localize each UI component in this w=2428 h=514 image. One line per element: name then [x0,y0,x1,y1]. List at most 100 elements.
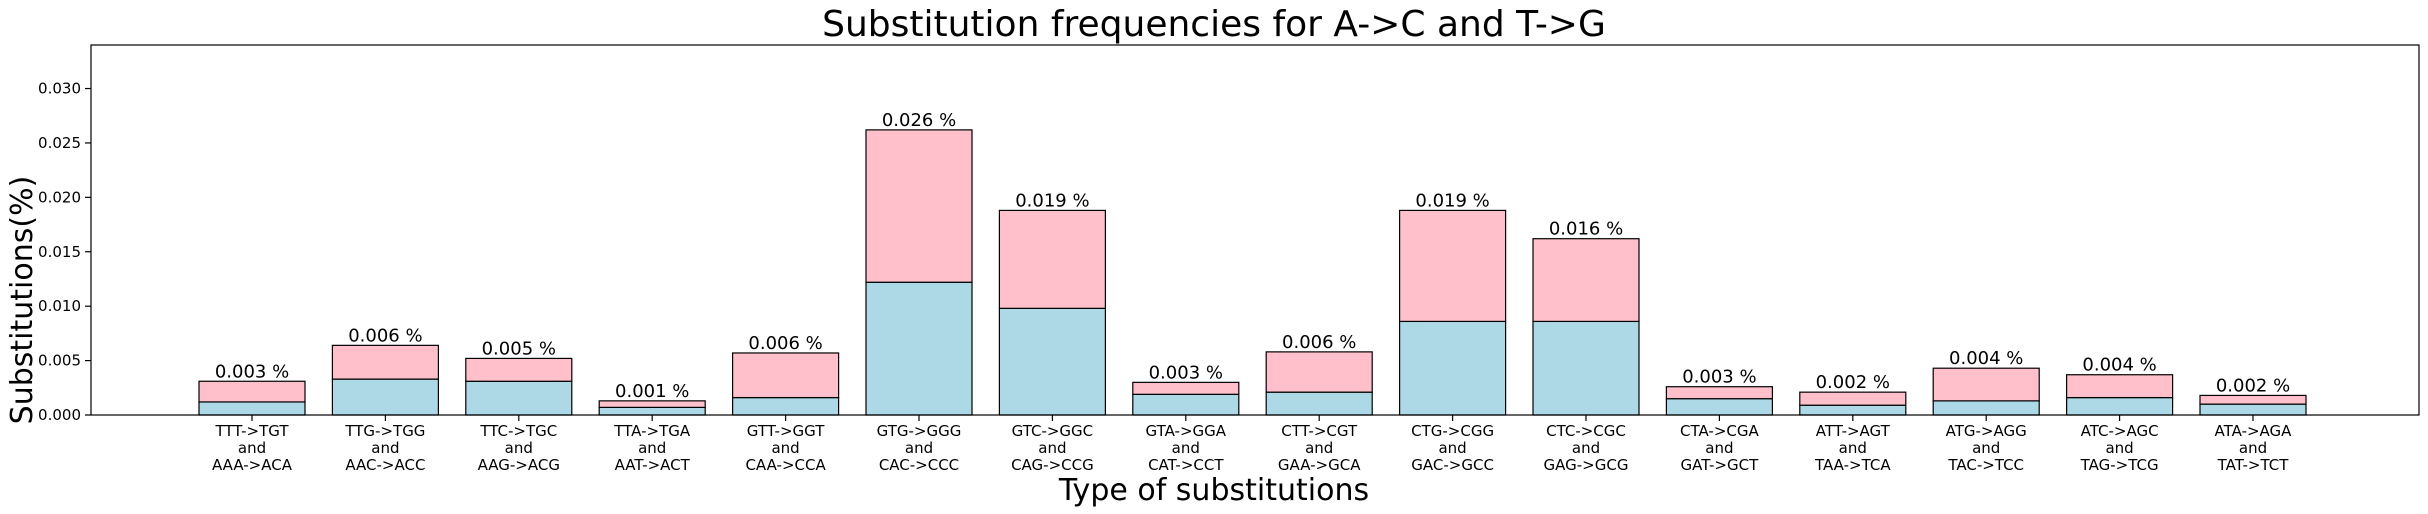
x-tick-label: TTC->TGC [479,422,557,440]
y-tick-label: 0.030 [38,80,81,98]
x-tick-label: ATC->AGC [2081,422,2159,440]
bar-segment-series-2 [1665,386,1774,400]
plot-frame [90,44,2420,416]
bar-value-label: 0.016 % [1549,219,1623,240]
x-tick-label: GAT->GCT [1681,456,1760,474]
x-tick-label: and [2239,439,2267,457]
x-tick-label: and [1839,439,1867,457]
x-tick-label: AAC->ACC [345,456,425,474]
bar-segment-series-1 [465,380,573,416]
x-tick-label: GTC->GGC [1012,422,1094,440]
bar-segment-series-2 [865,129,973,283]
chart-title: Substitution frequencies for A->C and T-… [822,4,1606,45]
bar-segment-series-2 [1132,381,1240,395]
bar-value-label: 0.001 % [615,381,689,402]
bar-segment-series-2 [1265,351,1373,393]
bar-value-label: 0.006 % [348,325,422,346]
x-tick-label: GTA->GGA [1146,422,1227,440]
x-tick-label: GAG->GCG [1544,456,1629,474]
bar-segment-series-2 [598,400,706,408]
x-tick-label: AAA->ACA [212,456,293,474]
x-tick-label: CAA->CCA [745,456,826,474]
x-tick-label: CTA->CGA [1680,422,1759,440]
bar-segment-series-1 [998,307,1107,416]
x-tick-label: CAT->CCT [1148,456,1224,474]
x-tick-label: GTG->GGG [877,422,962,440]
x-tick-label: AAT->ACT [615,456,691,474]
bar-value-label: 0.019 % [1015,190,1089,211]
x-tick-label: ATT->AGT [1816,422,1891,440]
bar-segment-series-1 [1799,404,1907,416]
x-tick-label: GAA->GCA [1278,456,1361,474]
bar-value-label: 0.019 % [1415,190,1489,211]
bar-segment-series-1 [1532,320,1640,416]
bar-value-label: 0.002 % [2216,375,2290,396]
bar-segment-series-1 [1132,393,1240,416]
bar-value-label: 0.003 % [215,361,289,382]
y-tick-label: 0.010 [38,297,81,315]
bar-segment-series-1 [598,406,706,416]
x-tick-label: and [638,439,666,457]
bar-segment-series-2 [2199,394,2307,405]
bar-value-label: 0.026 % [882,110,956,131]
bar-segment-series-2 [998,209,1107,309]
bar-segment-series-1 [1932,400,2040,416]
bar-segment-series-2 [1398,209,1507,323]
bar-segment-series-2 [331,344,439,380]
x-tick-label: and [2105,439,2133,457]
bar-segment-series-1 [865,281,973,416]
x-tick-label: CTC->CGC [1546,422,1626,440]
x-tick-label: TAG->TCG [2080,456,2159,474]
x-tick-label: and [371,439,399,457]
bar-value-label: 0.004 % [2082,355,2156,376]
x-tick-label: and [1305,439,1333,457]
x-tick-label: and [1972,439,2000,457]
bar-segment-series-1 [2199,403,2307,416]
x-tick-label: CAC->CCC [879,456,959,474]
bar-segment-series-1 [1265,391,1373,416]
x-tick-label: and [905,439,933,457]
x-tick-label: CAG->CCG [1011,456,1094,474]
x-tick-label: TAC->TCC [1947,456,2024,474]
bar-value-label: 0.006 % [748,333,822,354]
x-tick-label: and [1572,439,1600,457]
x-tick-label: ATA->AGA [2215,422,2293,440]
y-tick-label: 0.005 [38,352,81,370]
x-tick-label: TTG->TGG [344,422,425,440]
x-axis-label: Type of substitutions [1058,473,1369,508]
x-ticks-group: TTT->TGTandAAA->ACATTG->TGGandAAC->ACCTT… [212,415,2292,474]
bar-segment-series-1 [198,401,306,416]
x-tick-label: and [1172,439,1200,457]
bar-segment-series-1 [2066,396,2174,416]
y-axis-label: Substitutions(%) [5,176,40,425]
bar-value-label: 0.003 % [1149,362,1223,383]
y-tick-label: 0.020 [38,188,81,206]
y-ticks-group: 0.000 0.005 0.010 0.015 0.020 0.025 0.030 [38,80,91,424]
x-tick-label: GAC->GCC [1411,456,1494,474]
x-tick-label: AAG->ACG [478,456,560,474]
bar-segment-series-1 [731,396,840,416]
bar-value-label: 0.003 % [1682,367,1756,388]
y-tick-label: 0.025 [38,134,81,152]
x-tick-label: CTT->CGT [1281,422,1358,440]
bar-segment-series-2 [465,357,573,382]
bar-segment-series-2 [1532,238,1640,323]
x-tick-label: and [1038,439,1066,457]
bar-segment-series-1 [1665,398,1774,416]
bar-value-label: 0.002 % [1816,372,1890,393]
x-tick-label: and [771,439,799,457]
bar-labels-group: 0.003 % 0.006 % 0.005 % 0.001 % 0.006 % 0.026… [215,110,2290,402]
bar-segment-series-2 [1932,367,2040,402]
bar-segment-series-1 [1398,320,1507,416]
bar-value-label: 0.006 % [1282,332,1356,353]
x-tick-label: CTG->CGG [1411,422,1494,440]
x-tick-label: and [1705,439,1733,457]
y-tick-label: 0.000 [38,406,81,424]
bar-segment-series-2 [198,380,306,403]
bar-segment-series-2 [1799,391,1907,406]
x-tick-label: GTT->GGT [747,422,825,440]
x-tick-label: and [505,439,533,457]
bars-group [198,129,2307,416]
y-tick-label: 0.015 [38,243,81,261]
bar-segment-series-2 [731,352,840,399]
